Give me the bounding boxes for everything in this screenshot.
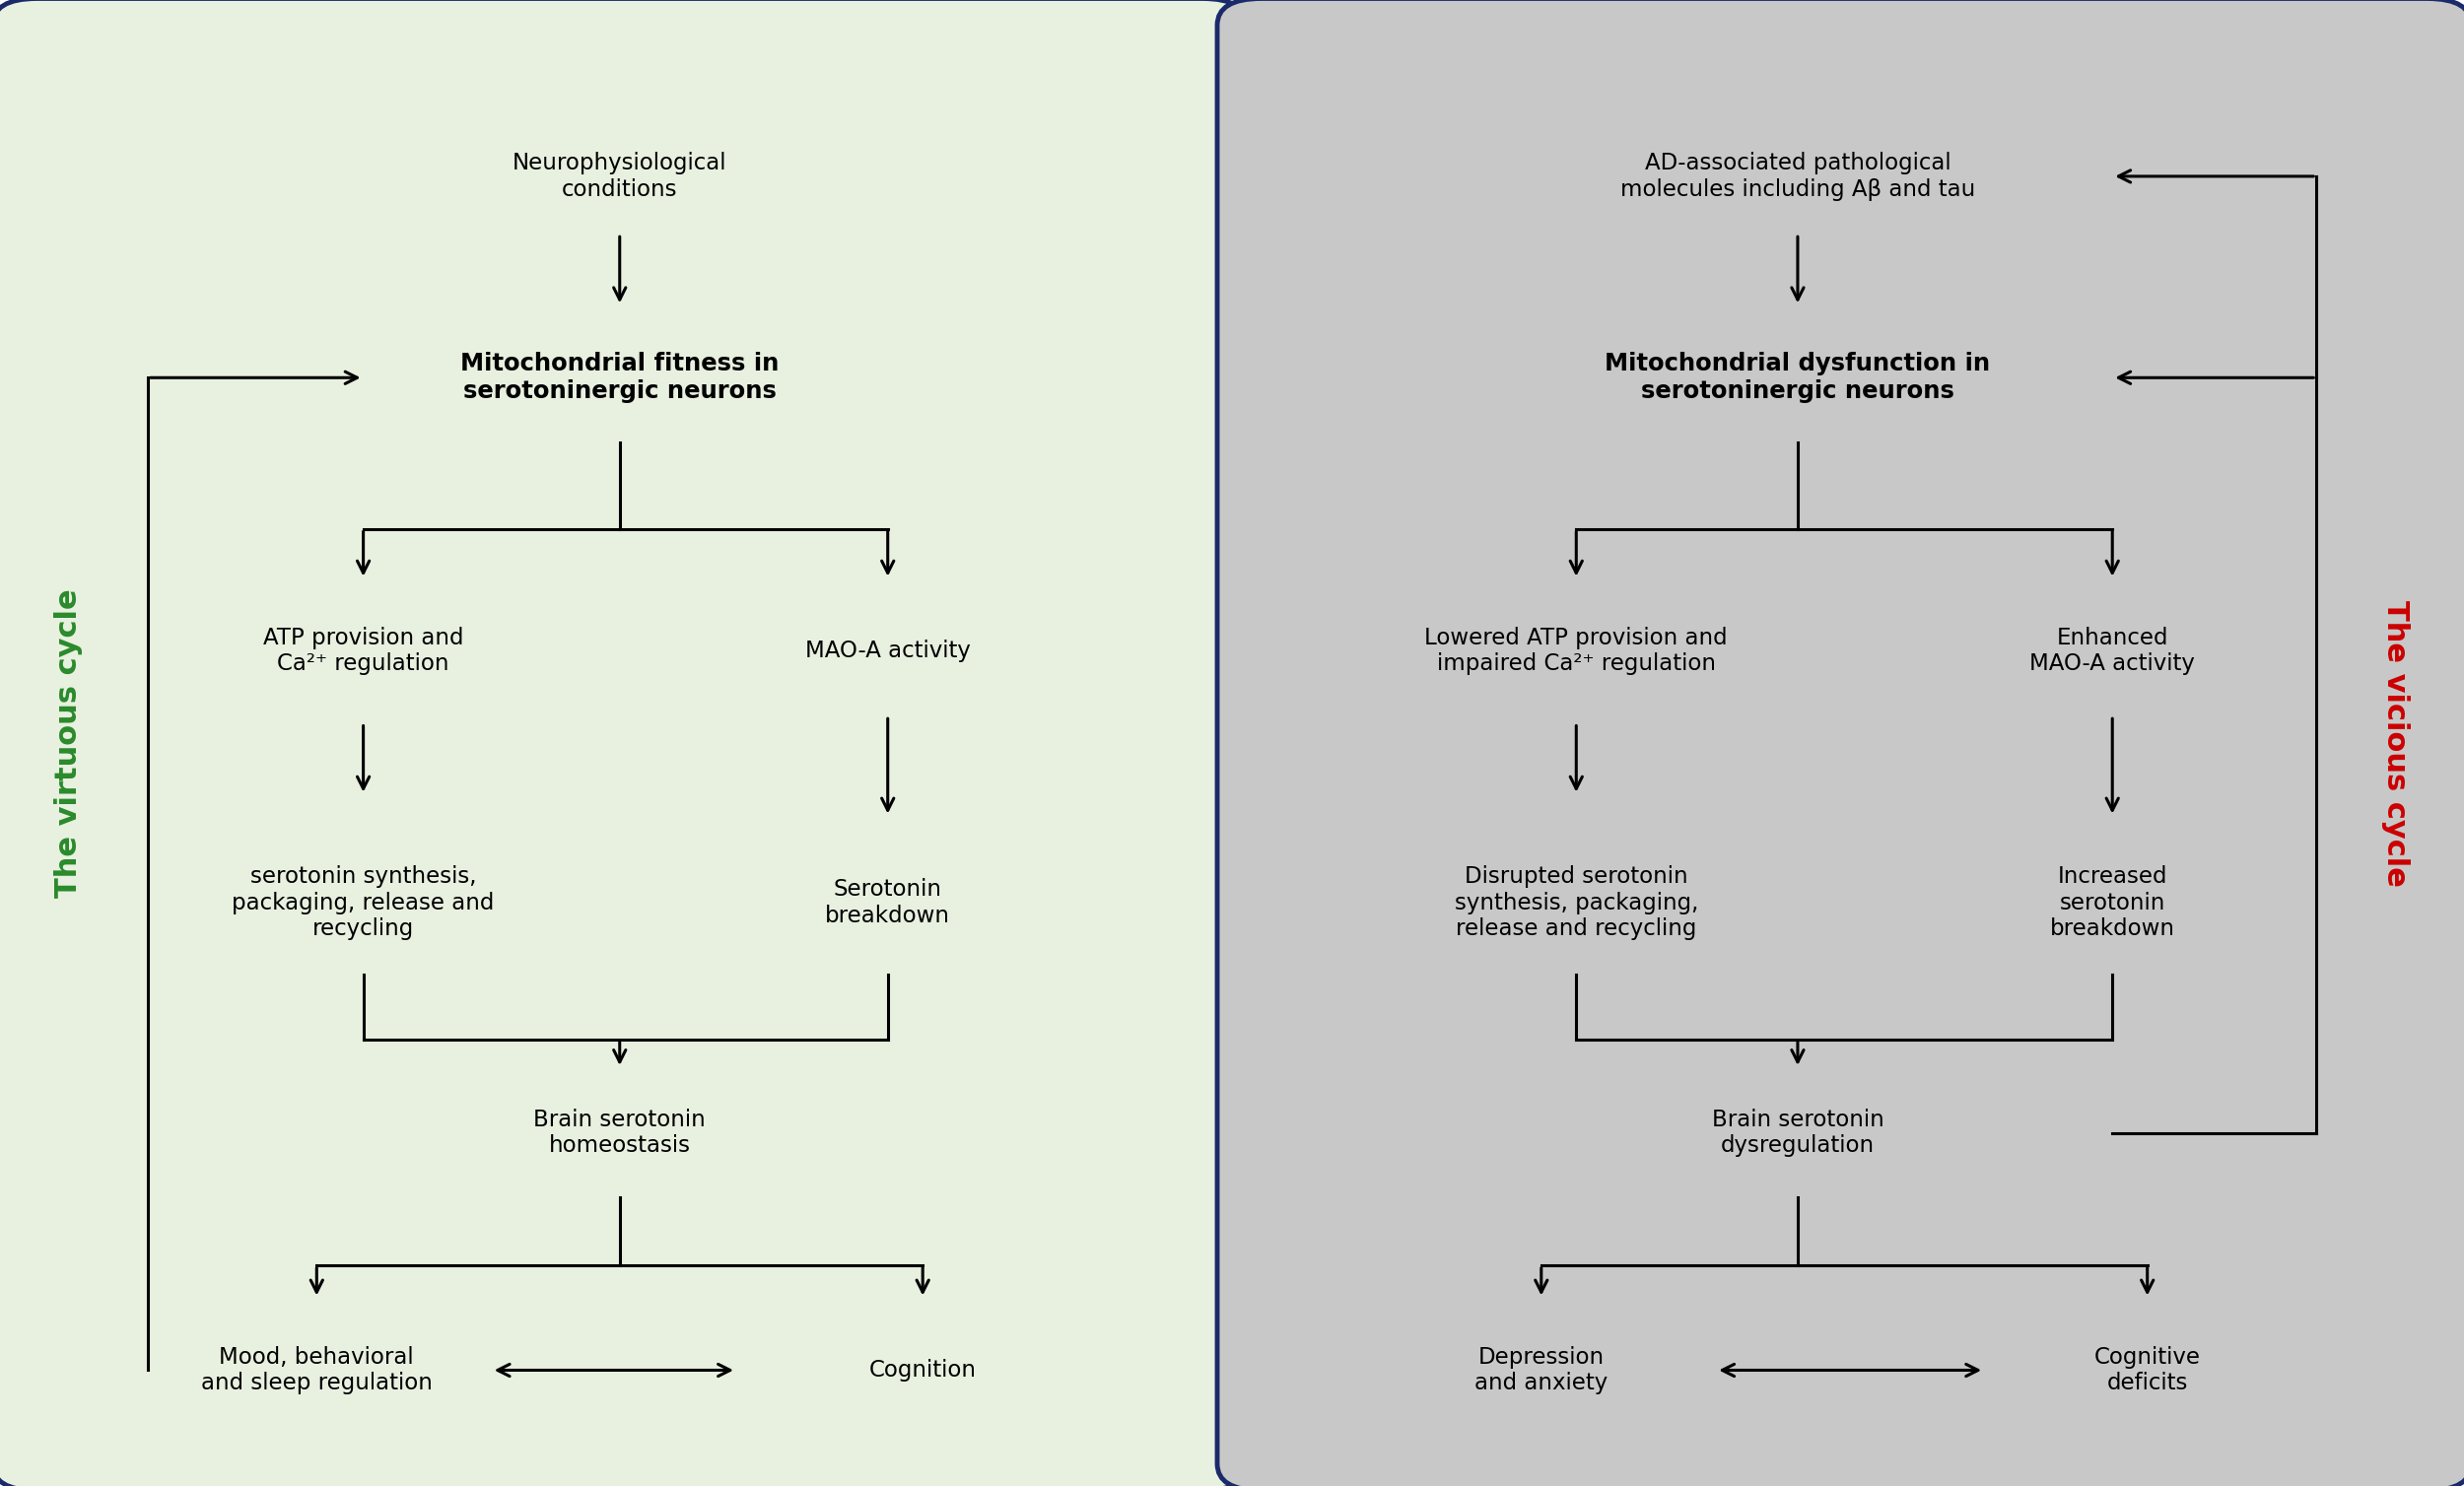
Text: Lowered ATP provision and
impaired Ca²⁺ regulation: Lowered ATP provision and impaired Ca²⁺ … — [1424, 627, 1727, 676]
Text: Mitochondrial fitness in
serotoninergic neurons: Mitochondrial fitness in serotoninergic … — [461, 352, 779, 403]
FancyBboxPatch shape — [1217, 0, 2464, 1486]
Text: Depression
and anxiety: Depression and anxiety — [1473, 1346, 1609, 1395]
Text: Neurophysiological
conditions: Neurophysiological conditions — [513, 152, 727, 201]
Text: The virtuous cycle: The virtuous cycle — [54, 588, 84, 898]
Text: Disrupted serotonin
synthesis, packaging,
release and recycling: Disrupted serotonin synthesis, packaging… — [1454, 865, 1698, 941]
Text: MAO-A activity: MAO-A activity — [806, 639, 971, 663]
Text: Cognition: Cognition — [870, 1358, 976, 1382]
Text: Enhanced
MAO-A activity: Enhanced MAO-A activity — [2030, 627, 2195, 676]
Text: Brain serotonin
homeostasis: Brain serotonin homeostasis — [535, 1109, 705, 1158]
Text: Increased
serotonin
breakdown: Increased serotonin breakdown — [2050, 865, 2176, 941]
Text: serotonin synthesis,
packaging, release and
recycling: serotonin synthesis, packaging, release … — [232, 865, 495, 941]
Text: AD-associated pathological
molecules including Aβ and tau: AD-associated pathological molecules inc… — [1621, 152, 1976, 201]
Text: Cognitive
deficits: Cognitive deficits — [2094, 1346, 2200, 1395]
Text: Mitochondrial dysfunction in
serotoninergic neurons: Mitochondrial dysfunction in serotoniner… — [1604, 352, 1991, 403]
FancyBboxPatch shape — [0, 0, 1247, 1486]
Text: Brain serotonin
dysregulation: Brain serotonin dysregulation — [1712, 1109, 1885, 1158]
Text: Mood, behavioral
and sleep regulation: Mood, behavioral and sleep regulation — [202, 1346, 431, 1395]
Text: ATP provision and
Ca²⁺ regulation: ATP provision and Ca²⁺ regulation — [264, 627, 463, 676]
Text: Serotonin
breakdown: Serotonin breakdown — [825, 878, 951, 927]
Text: The vicious cycle: The vicious cycle — [2380, 600, 2410, 886]
